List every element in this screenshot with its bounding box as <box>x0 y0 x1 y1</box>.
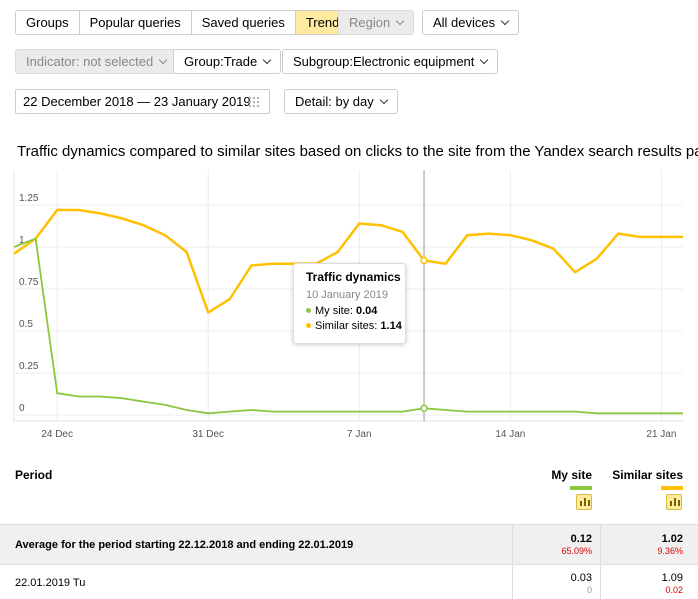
similar-sites-marker <box>420 256 428 265</box>
x-tick-label: 31 Dec <box>192 429 224 440</box>
date-range-input[interactable]: 22 December 2018 — 23 January 2019 <box>15 89 270 114</box>
tooltip-title: Traffic dynamics <box>306 270 401 284</box>
my-site-cell: 0.12 65.09% <box>561 533 592 556</box>
x-tick-label: 14 Jan <box>495 429 525 440</box>
x-tick-label: 24 Dec <box>41 429 73 440</box>
column-divider <box>600 525 601 564</box>
similar-sites-dot-icon <box>306 323 311 328</box>
similar-sites-line <box>13 208 683 314</box>
chevron-down-icon <box>379 95 389 105</box>
similar-sites-header[interactable]: Similar sites <box>612 468 683 482</box>
my-site-line <box>13 237 683 415</box>
tooltip-my-site: My site: 0.04 <box>306 305 405 317</box>
my-site-cell: 0.03 0 <box>571 572 592 595</box>
column-divider <box>600 565 601 599</box>
y-tick-label: 0.75 <box>19 277 39 288</box>
y-tick-label: 0.5 <box>19 319 33 330</box>
tooltip-similar-value: 1.14 <box>380 320 402 332</box>
devices-label: All devices <box>433 15 496 30</box>
table-row: Average for the period starting 22.12.20… <box>0 524 698 564</box>
calendar-icon[interactable] <box>248 96 261 107</box>
my-site-color-bar <box>570 486 592 490</box>
x-tick-label: 21 Jan <box>646 429 676 440</box>
detail-label: Detail: by day <box>295 94 374 109</box>
detail-select[interactable]: Detail: by day <box>284 89 398 114</box>
report-tabs: Groups Popular queries Saved queries Tre… <box>15 10 357 35</box>
chevron-down-icon <box>262 55 272 65</box>
similar-sites-color-bar <box>661 486 683 490</box>
tooltip-similar-label: Similar sites: <box>315 320 378 332</box>
similar-sites-change: 0.02 <box>665 585 683 595</box>
y-tick-label: 0 <box>19 403 25 414</box>
my-site-chart-icon[interactable] <box>576 494 592 510</box>
date-range-value: 22 December 2018 — 23 January 2019 <box>23 94 251 109</box>
similar-sites-value: 1.02 <box>661 533 683 545</box>
tab-saved-queries[interactable]: Saved queries <box>191 11 296 34</box>
similar-sites-chart-icon[interactable] <box>666 494 682 510</box>
my-site-change: 0 <box>586 585 592 595</box>
tab-popular-queries[interactable]: Popular queries <box>79 11 192 34</box>
similar-sites-change: 9.36% <box>657 546 683 556</box>
tooltip-date: 10 January 2019 <box>306 289 388 301</box>
chevron-down-icon <box>480 55 489 65</box>
column-divider <box>512 525 513 564</box>
group-label: Group:Trade <box>184 54 258 69</box>
traffic-chart[interactable]: 0 0.25 0.5 0.75 1 1.25 24 Dec 31 Dec 7 Jan 14 Jan… <box>0 165 698 445</box>
table-row[interactable]: 22.01.2019 Tu 0.03 0 1.09 0.02 <box>0 564 698 599</box>
y-tick-label: 1 <box>19 235 25 246</box>
indicator-select[interactable]: Indicator: not selected <box>15 49 178 74</box>
my-site-dot-icon <box>306 308 311 313</box>
tab-groups[interactable]: Groups <box>16 11 80 34</box>
row-period-label: Average for the period starting 22.12.20… <box>15 539 354 551</box>
column-divider <box>512 565 513 599</box>
group-select[interactable]: Group:Trade <box>173 49 282 74</box>
y-tick-label: 0.25 <box>19 361 39 372</box>
row-period-label: 22.01.2019 Tu <box>15 577 86 589</box>
chevron-down-icon <box>500 16 510 26</box>
tooltip-my-site-label: My site: <box>315 305 353 317</box>
my-site-value: 0.12 <box>570 533 592 545</box>
indicator-label: Indicator: not selected <box>26 54 154 69</box>
my-site-header[interactable]: My site <box>551 468 592 482</box>
similar-sites-cell: 1.09 0.02 <box>662 572 683 595</box>
my-site-value: 0.03 <box>570 572 592 584</box>
subgroup-select[interactable]: Subgroup:Electronic equipment <box>282 49 499 74</box>
region-label: Region <box>349 15 391 30</box>
my-site-marker <box>420 404 428 413</box>
devices-select[interactable]: All devices <box>422 10 520 35</box>
region-select[interactable]: Region <box>338 10 415 35</box>
chart-title-text: Traffic dynamics compared to similar sit… <box>17 143 698 160</box>
subgroup-label: Subgroup:Electronic equipment <box>293 54 475 69</box>
similar-sites-value: 1.09 <box>661 572 683 584</box>
tooltip-similar: Similar sites: 1.14 <box>306 320 405 332</box>
chart-title: Traffic dynamics compared to similar sit… <box>17 143 698 160</box>
similar-sites-cell: 1.02 9.36% <box>657 533 683 556</box>
chart-tooltip: Traffic dynamics 10 January 2019 My site… <box>293 263 406 344</box>
x-tick-label: 7 Jan <box>347 429 371 440</box>
y-tick-label: 1.25 <box>19 193 39 204</box>
my-site-change: 65.09% <box>561 546 592 556</box>
chevron-down-icon <box>395 16 405 26</box>
chevron-down-icon <box>158 55 168 65</box>
tooltip-my-site-value: 0.04 <box>355 305 378 317</box>
table-header: Period My site Similar sites <box>0 462 698 524</box>
period-header: Period <box>15 468 53 482</box>
